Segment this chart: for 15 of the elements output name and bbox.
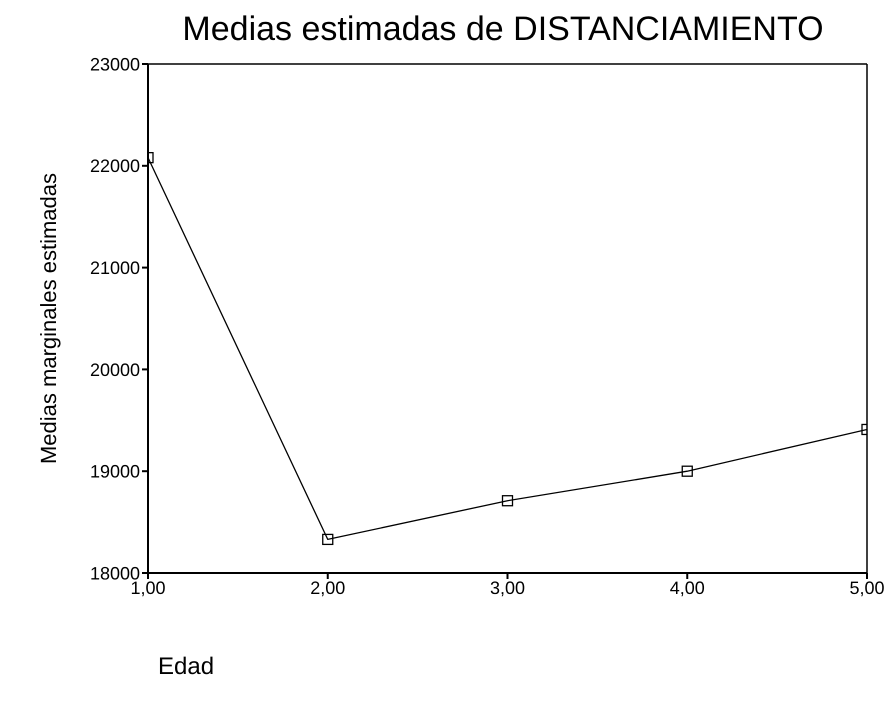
- point: [682, 466, 693, 477]
- y-tick-label: 20000: [90, 360, 140, 380]
- y-tick-label: 22000: [90, 156, 140, 176]
- y-tick-label: 21000: [90, 258, 140, 278]
- y-axis-title: Medias marginales estimadas: [36, 172, 61, 464]
- x-tick-label: 3,00: [490, 578, 526, 598]
- point: [322, 534, 334, 546]
- chart-title: Medias estimadas de DISTANCIAMIENTO: [181, 10, 825, 49]
- x-axis-title: Edad: [158, 653, 216, 681]
- point: [502, 495, 514, 506]
- x-tick-label: 2,00: [310, 578, 346, 598]
- x-tick-label: 4,00: [670, 578, 705, 598]
- y-tick-label: 23000: [90, 54, 140, 74]
- x-tick-label: 5,00: [849, 578, 885, 598]
- y-tick-label: 19000: [90, 462, 140, 482]
